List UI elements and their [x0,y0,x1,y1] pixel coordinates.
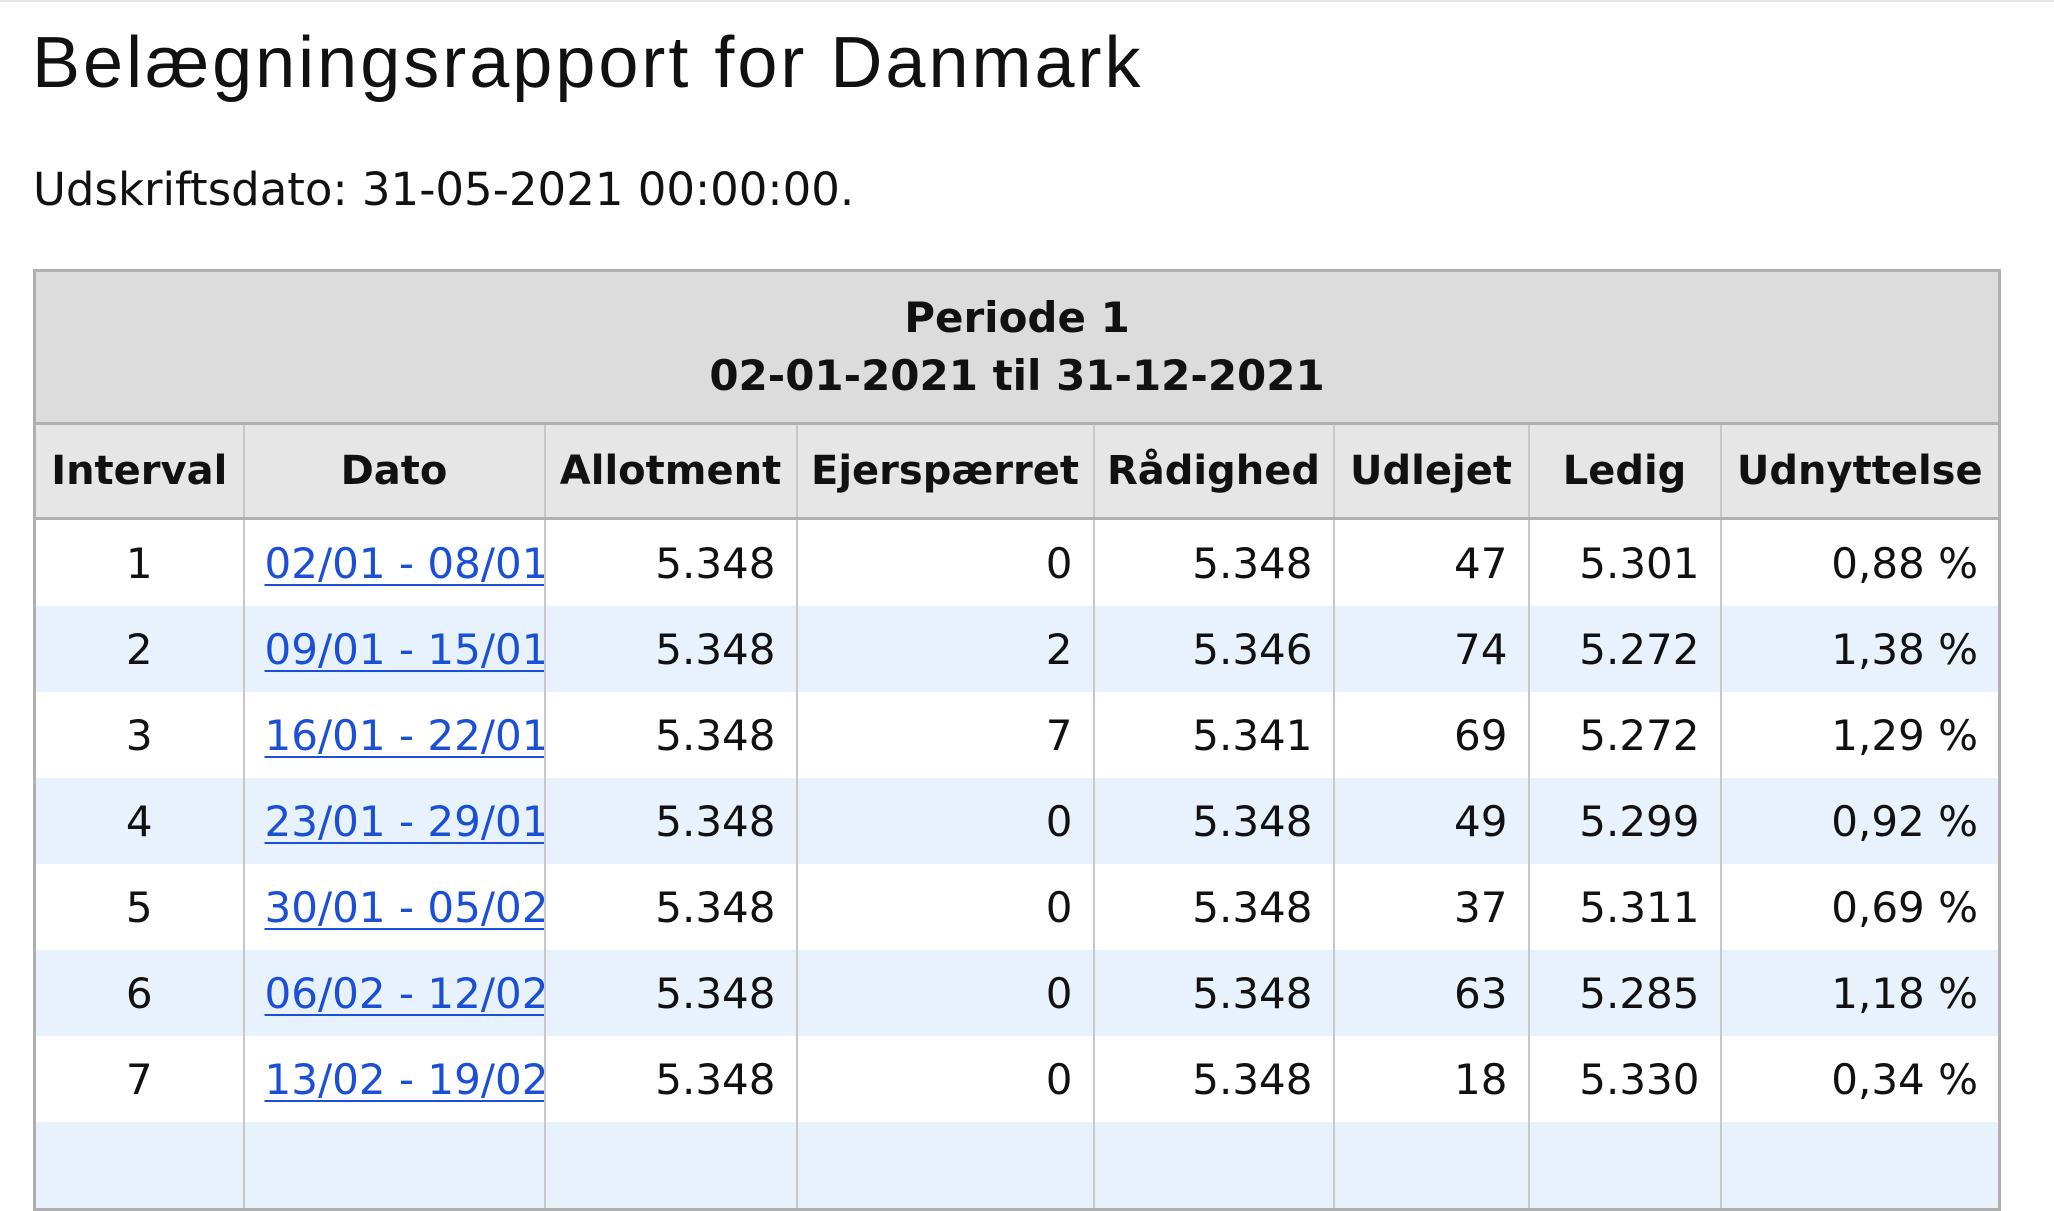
column-header-ledig: Ledig [1527,422,1722,520]
dato-link[interactable]: 16/01 - 22/01 [264,710,545,760]
udlejet-cell: 49 [1332,778,1530,864]
raadighed-cell: 5.348 [1092,1036,1335,1122]
raadighed-cell: 5.348 [1092,518,1335,606]
table-row: 2 09/01 - 15/01 5.348 2 5.346 74 5.272 1… [33,606,2001,692]
dato-cell: 23/01 - 29/01 [242,778,546,864]
ledig-cell: 5.272 [1527,606,1722,692]
raadighed-cell: 5.341 [1092,692,1335,778]
udlejet-cell: 18 [1332,1036,1530,1122]
table-row [33,1122,2001,1210]
raadighed-cell: 5.348 [1092,864,1335,950]
dato-link[interactable]: 02/01 - 08/01 [264,538,545,588]
udnyttelse-cell: 1,38 % [1719,606,2001,692]
interval-cell: 1 [33,518,245,606]
allotment-cell: 5.348 [543,864,798,950]
dato-link[interactable]: 06/02 - 12/02 [264,968,545,1018]
table-row: 3 16/01 - 22/01 5.348 7 5.341 69 5.272 1… [33,692,2001,778]
ejerspaerret-cell [795,1122,1095,1210]
table-row: 4 23/01 - 29/01 5.348 0 5.348 49 5.299 0… [33,778,2001,864]
table-row: 7 13/02 - 19/02 5.348 0 5.348 18 5.330 0… [33,1036,2001,1122]
raadighed-cell [1092,1122,1335,1210]
udlejet-cell: 74 [1332,606,1530,692]
ledig-cell [1527,1122,1722,1210]
column-header-allotment: Allotment [543,422,798,520]
interval-cell: 4 [33,778,245,864]
period-header: Periode 1 02-01-2021 til 31-12-2021 [33,269,2001,425]
allotment-cell: 5.348 [543,606,798,692]
udlejet-cell: 47 [1332,518,1530,606]
occupancy-table: Periode 1 02-01-2021 til 31-12-2021 Inte… [33,269,2002,1211]
interval-cell: 6 [33,950,245,1036]
column-header-udnyttelse: Udnyttelse [1719,422,2001,520]
column-header-interval: Interval [33,422,245,520]
period-name: Periode 1 [904,293,1130,342]
dato-link[interactable]: 13/02 - 19/02 [264,1054,545,1104]
udnyttelse-cell: 1,18 % [1719,950,2001,1036]
interval-cell: 5 [33,864,245,950]
udnyttelse-cell: 0,69 % [1719,864,2001,950]
udnyttelse-cell: 0,92 % [1719,778,2001,864]
interval-cell [33,1122,245,1210]
udnyttelse-cell: 0,88 % [1719,518,2001,606]
top-divider [0,0,2054,2]
column-header-udlejet: Udlejet [1332,422,1530,520]
print-date: Udskriftsdato: 31-05-2021 00:00:00. [33,163,855,216]
dato-cell: 02/01 - 08/01 [242,518,546,606]
dato-link[interactable]: 09/01 - 15/01 [264,624,545,674]
interval-cell: 7 [33,1036,245,1122]
udlejet-cell: 63 [1332,950,1530,1036]
ejerspaerret-cell: 0 [795,950,1095,1036]
udnyttelse-cell: 0,34 % [1719,1036,2001,1122]
allotment-cell: 5.348 [543,518,798,606]
allotment-cell: 5.348 [543,692,798,778]
column-header-ejerspaerret: Ejerspærret [795,422,1095,520]
ejerspaerret-cell: 0 [795,518,1095,606]
udlejet-cell [1332,1122,1530,1210]
dato-link[interactable]: 23/01 - 29/01 [264,796,545,846]
table-row: 6 06/02 - 12/02 5.348 0 5.348 63 5.285 1… [33,950,2001,1036]
ejerspaerret-cell: 0 [795,864,1095,950]
udlejet-cell: 37 [1332,864,1530,950]
allotment-cell: 5.348 [543,1036,798,1122]
table-row: 5 30/01 - 05/02 5.348 0 5.348 37 5.311 0… [33,864,2001,950]
ejerspaerret-cell: 0 [795,778,1095,864]
dato-cell: 30/01 - 05/02 [242,864,546,950]
ledig-cell: 5.301 [1527,518,1722,606]
udnyttelse-cell: 1,29 % [1719,692,2001,778]
raadighed-cell: 5.346 [1092,606,1335,692]
ejerspaerret-cell: 0 [795,1036,1095,1122]
raadighed-cell: 5.348 [1092,778,1335,864]
allotment-cell [543,1122,798,1210]
column-header-row: Interval Dato Allotment Ejerspærret Rådi… [33,422,2001,520]
dato-cell [242,1122,546,1210]
dato-cell: 09/01 - 15/01 [242,606,546,692]
udnyttelse-cell [1719,1122,2001,1210]
interval-cell: 2 [33,606,245,692]
dato-cell: 16/01 - 22/01 [242,692,546,778]
ejerspaerret-cell: 2 [795,606,1095,692]
ejerspaerret-cell: 7 [795,692,1095,778]
ledig-cell: 5.272 [1527,692,1722,778]
raadighed-cell: 5.348 [1092,950,1335,1036]
allotment-cell: 5.348 [543,778,798,864]
dato-cell: 06/02 - 12/02 [242,950,546,1036]
page-title: Belægningsrapport for Danmark [32,23,1144,103]
ledig-cell: 5.285 [1527,950,1722,1036]
ledig-cell: 5.330 [1527,1036,1722,1122]
period-range: 02-01-2021 til 31-12-2021 [709,351,1325,400]
table-row: 1 02/01 - 08/01 5.348 0 5.348 47 5.301 0… [33,518,2001,606]
udlejet-cell: 69 [1332,692,1530,778]
dato-cell: 13/02 - 19/02 [242,1036,546,1122]
column-header-raadighed: Rådighed [1092,422,1335,520]
column-header-dato: Dato [242,422,546,520]
interval-cell: 3 [33,692,245,778]
dato-link[interactable]: 30/01 - 05/02 [264,882,545,932]
allotment-cell: 5.348 [543,950,798,1036]
ledig-cell: 5.311 [1527,864,1722,950]
ledig-cell: 5.299 [1527,778,1722,864]
